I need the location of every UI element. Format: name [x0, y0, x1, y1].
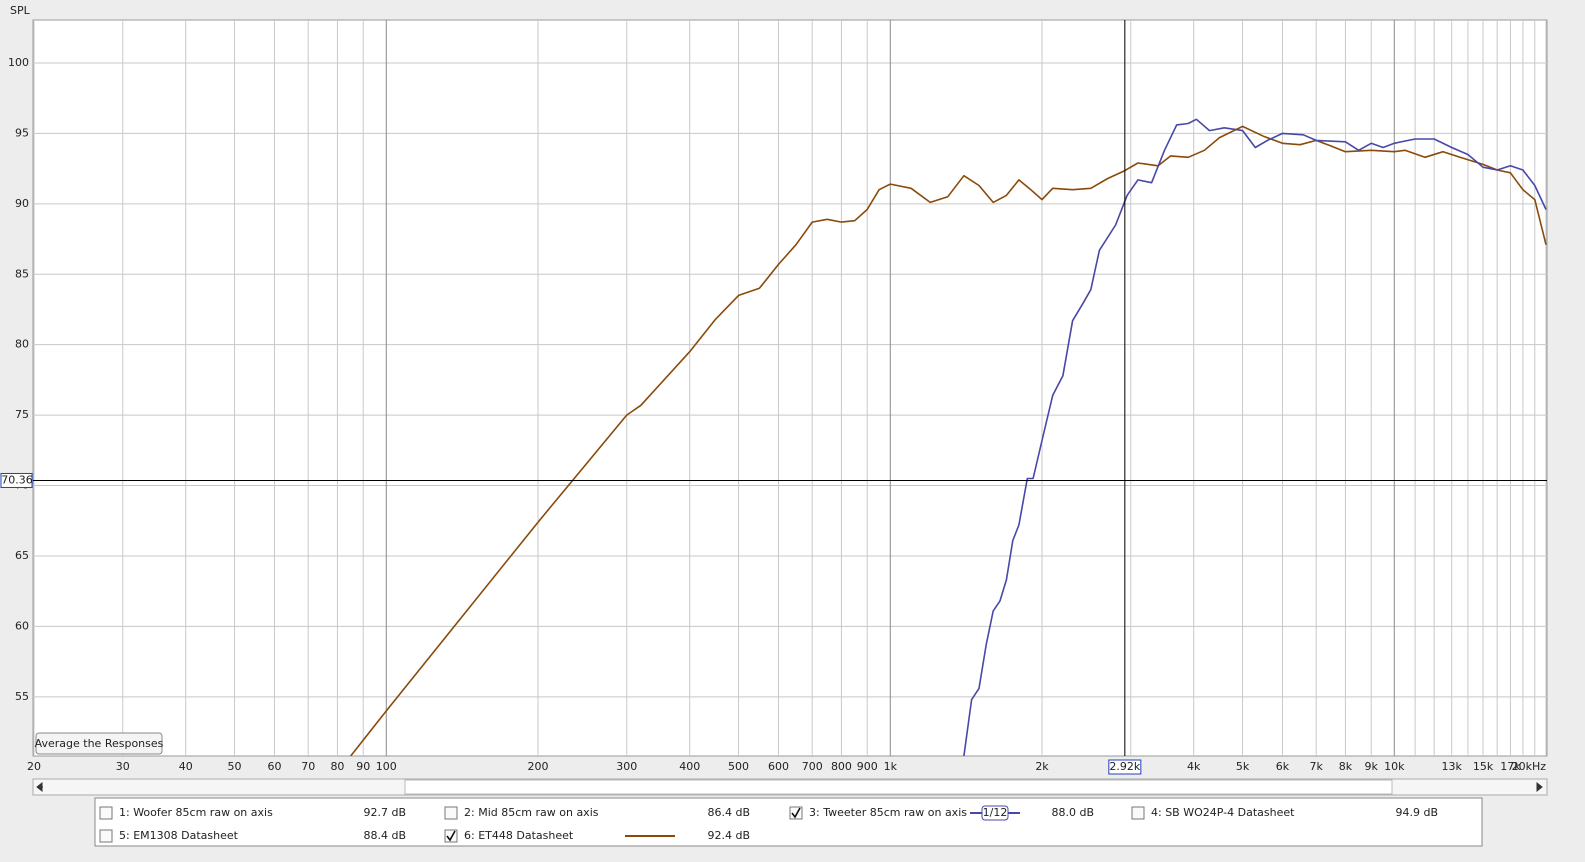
x-tick-label: 60	[267, 760, 281, 773]
x-tick-label: 100	[376, 760, 397, 773]
legend-checkbox[interactable]	[99, 806, 113, 820]
scrollbar[interactable]	[32, 778, 1548, 796]
y-tick-label: 55	[15, 690, 29, 703]
response-line	[350, 125, 1547, 756]
legend-name[interactable]: 5: EM1308 Datasheet	[119, 829, 239, 842]
x-tick-label: 50	[228, 760, 242, 773]
x-tick-label: 15k	[1473, 760, 1494, 773]
x-tick-label: 80	[330, 760, 344, 773]
y-axis-label: SPL	[10, 4, 31, 17]
x-tick-label: 800	[831, 760, 852, 773]
cursor-x-box	[1108, 759, 1142, 775]
y-tick-label: 85	[15, 267, 29, 280]
x-tick-label: 600	[768, 760, 789, 773]
x-tick-label: 500	[728, 760, 749, 773]
x-tick-label: 20	[27, 760, 41, 773]
x-tick-label: 6k	[1276, 760, 1290, 773]
scroll-left[interactable]	[36, 781, 43, 793]
legend-check[interactable]	[446, 830, 456, 842]
x-tick-label: 4k	[1187, 760, 1201, 773]
y-tick-label: 95	[15, 126, 29, 139]
legend: 1: Woofer 85cm raw on axis 92.7 dB 2: Mid …	[99, 805, 1438, 843]
y-tick-label: 80	[15, 338, 29, 351]
scroll-right[interactable]	[1536, 781, 1543, 793]
cursor-y-box	[0, 472, 33, 488]
y-tick-label: 75	[15, 408, 29, 421]
legend-reading: 88.0 dB	[1051, 806, 1094, 819]
x-tick-label: 20kHz	[1512, 760, 1547, 773]
plot-area	[32, 19, 1548, 757]
scroll-thumb[interactable]	[404, 779, 1393, 795]
smoothing-box	[981, 805, 1009, 821]
cursor-y-label: 70.36	[1, 473, 33, 486]
x-tick-label: 700	[802, 760, 823, 773]
button-frame[interactable]	[35, 732, 163, 755]
x-tick-label: 5k	[1236, 760, 1250, 773]
traces	[350, 118, 1547, 756]
x-tick-label: 2k	[1035, 760, 1049, 773]
legend-checkbox[interactable]	[1131, 806, 1145, 820]
legend-name[interactable]: 3: Tweeter 85cm raw on axis	[809, 806, 967, 819]
legend-reading: 92.4 dB	[707, 829, 750, 842]
legend-checkbox[interactable]	[444, 806, 458, 820]
x-tick-label: 900	[857, 760, 878, 773]
legend-reading: 86.4 dB	[707, 806, 750, 819]
button-label[interactable]: Average the Responses	[35, 737, 164, 750]
x-tick-label: 10k	[1384, 760, 1405, 773]
legend-checkbox[interactable]	[99, 829, 113, 843]
cursor-x-label: 2.92k	[1109, 760, 1140, 773]
x-tick-label: 9k	[1365, 760, 1379, 773]
x-tick-label: 30	[116, 760, 130, 773]
response-line	[963, 118, 1547, 756]
x-tick-label: 400	[679, 760, 700, 773]
x-tick-label: 17k	[1500, 760, 1521, 773]
x-tick-label: 90	[356, 760, 370, 773]
average-button[interactable]: Average the Responses	[35, 732, 164, 755]
x-tick-label: 13k	[1442, 760, 1463, 773]
legend-panel	[94, 797, 1483, 847]
y-tick-label: 100	[8, 56, 29, 69]
y-tick-label: 65	[15, 549, 29, 562]
x-tick-label: 1k	[884, 760, 898, 773]
legend-name[interactable]: 6: ET448 Datasheet	[464, 829, 574, 842]
legend-reading: 94.9 dB	[1395, 806, 1438, 819]
x-tick-label: 70	[301, 760, 315, 773]
x-tick-label: 7k	[1310, 760, 1324, 773]
legend-name[interactable]: 4: SB WO24P-4 Datasheet	[1151, 806, 1295, 819]
x-tick-label: 8k	[1339, 760, 1353, 773]
x-tick-label: 40	[179, 760, 193, 773]
legend-name[interactable]: 2: Mid 85cm raw on axis	[464, 806, 599, 819]
legend-reading: 88.4 dB	[363, 829, 406, 842]
legend-check[interactable]	[791, 807, 801, 819]
y-tick-label: 60	[15, 619, 29, 632]
cursor: 2.92k 70.36	[0, 20, 1547, 775]
x-tick-label: 200	[528, 760, 549, 773]
legend-reading: 92.7 dB	[363, 806, 406, 819]
y-tick-label: 90	[15, 197, 29, 210]
legend-name[interactable]: 1: Woofer 85cm raw on axis	[119, 806, 273, 819]
smoothing-label[interactable]: 1/12	[983, 806, 1008, 819]
x-tick-label: 300	[616, 760, 637, 773]
